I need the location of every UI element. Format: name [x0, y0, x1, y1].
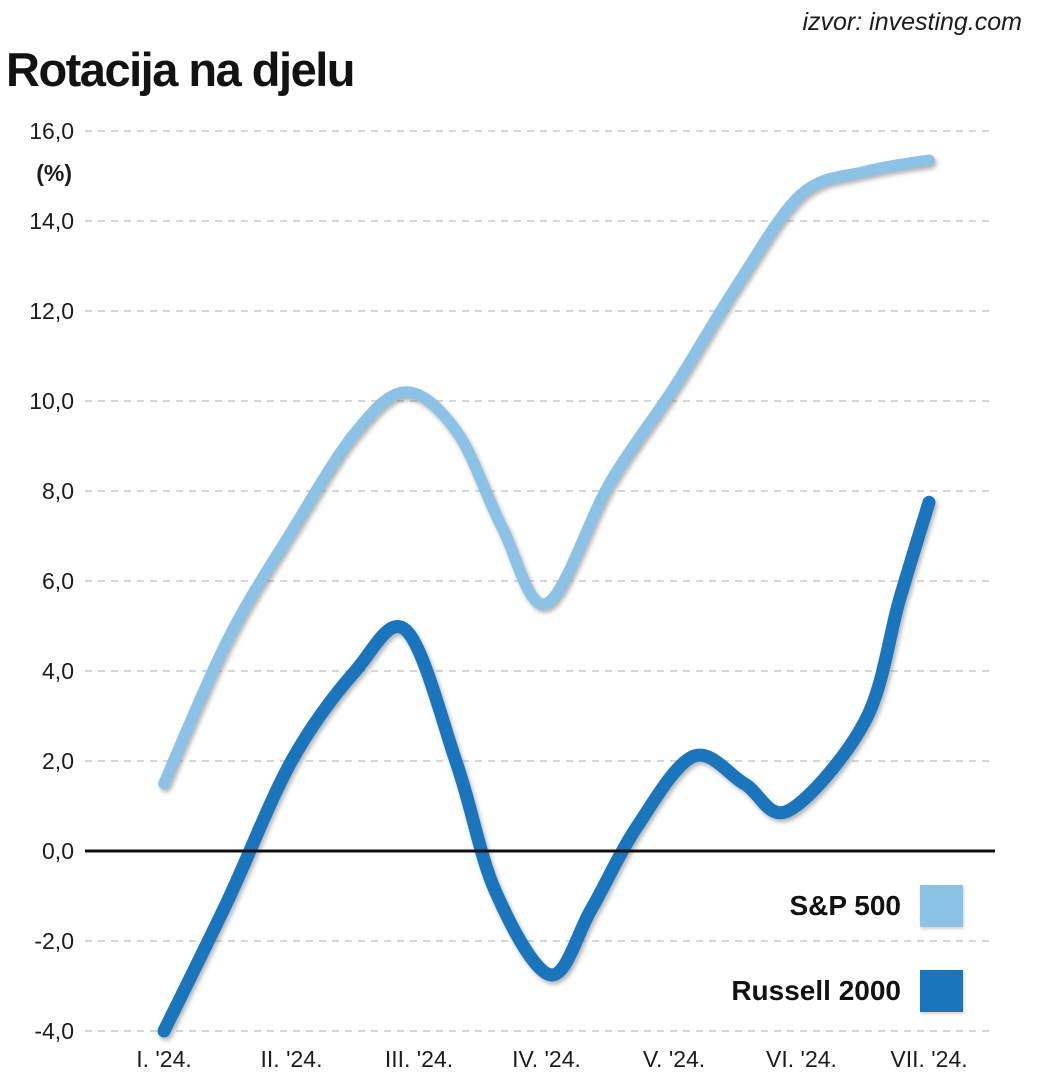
chart-title: Rotacija na djelu	[6, 43, 355, 96]
legend-label-russell2000: Russell 2000	[731, 975, 901, 1006]
y-tick-label: 14,0	[29, 208, 74, 234]
x-tick-label: II. '24.	[260, 1046, 323, 1072]
sp500-color-swatch	[920, 885, 963, 927]
y-tick-label: -2,0	[34, 928, 74, 954]
y-tick-label: 0,0	[42, 838, 74, 864]
russell2000-color-swatch	[920, 970, 963, 1012]
y-tick-label: 4,0	[42, 658, 74, 684]
x-tick-label: V. '24.	[642, 1046, 706, 1072]
y-tick-label: 16,0	[29, 118, 74, 144]
y-tick-label: 8,0	[42, 478, 74, 504]
legend-label-sp500: S&P 500	[789, 890, 901, 921]
sp500-line	[158, 154, 935, 790]
y-tick-label: 10,0	[29, 388, 74, 414]
y-tick-label: 6,0	[42, 568, 74, 594]
x-tick-label: III. '24.	[384, 1046, 454, 1072]
y-tick-label: 12,0	[29, 298, 74, 324]
legend-item-sp500: S&P 500	[789, 885, 963, 927]
y-tick-label: 2,0	[42, 748, 74, 774]
x-tick-label: I. '24.	[136, 1046, 192, 1072]
legend-item-russell2000: Russell 2000	[731, 970, 963, 1012]
x-tick-label: VI. '24.	[766, 1046, 837, 1072]
russell2000-line	[157, 495, 936, 1038]
x-tick-label: IV. '24.	[512, 1046, 581, 1072]
source-attribution: izvor: investing.com	[802, 8, 1022, 36]
y-axis-unit-label: (%)	[36, 160, 72, 186]
x-tick-label: VII. '24.	[890, 1046, 968, 1072]
y-tick-label: -4,0	[34, 1018, 74, 1044]
